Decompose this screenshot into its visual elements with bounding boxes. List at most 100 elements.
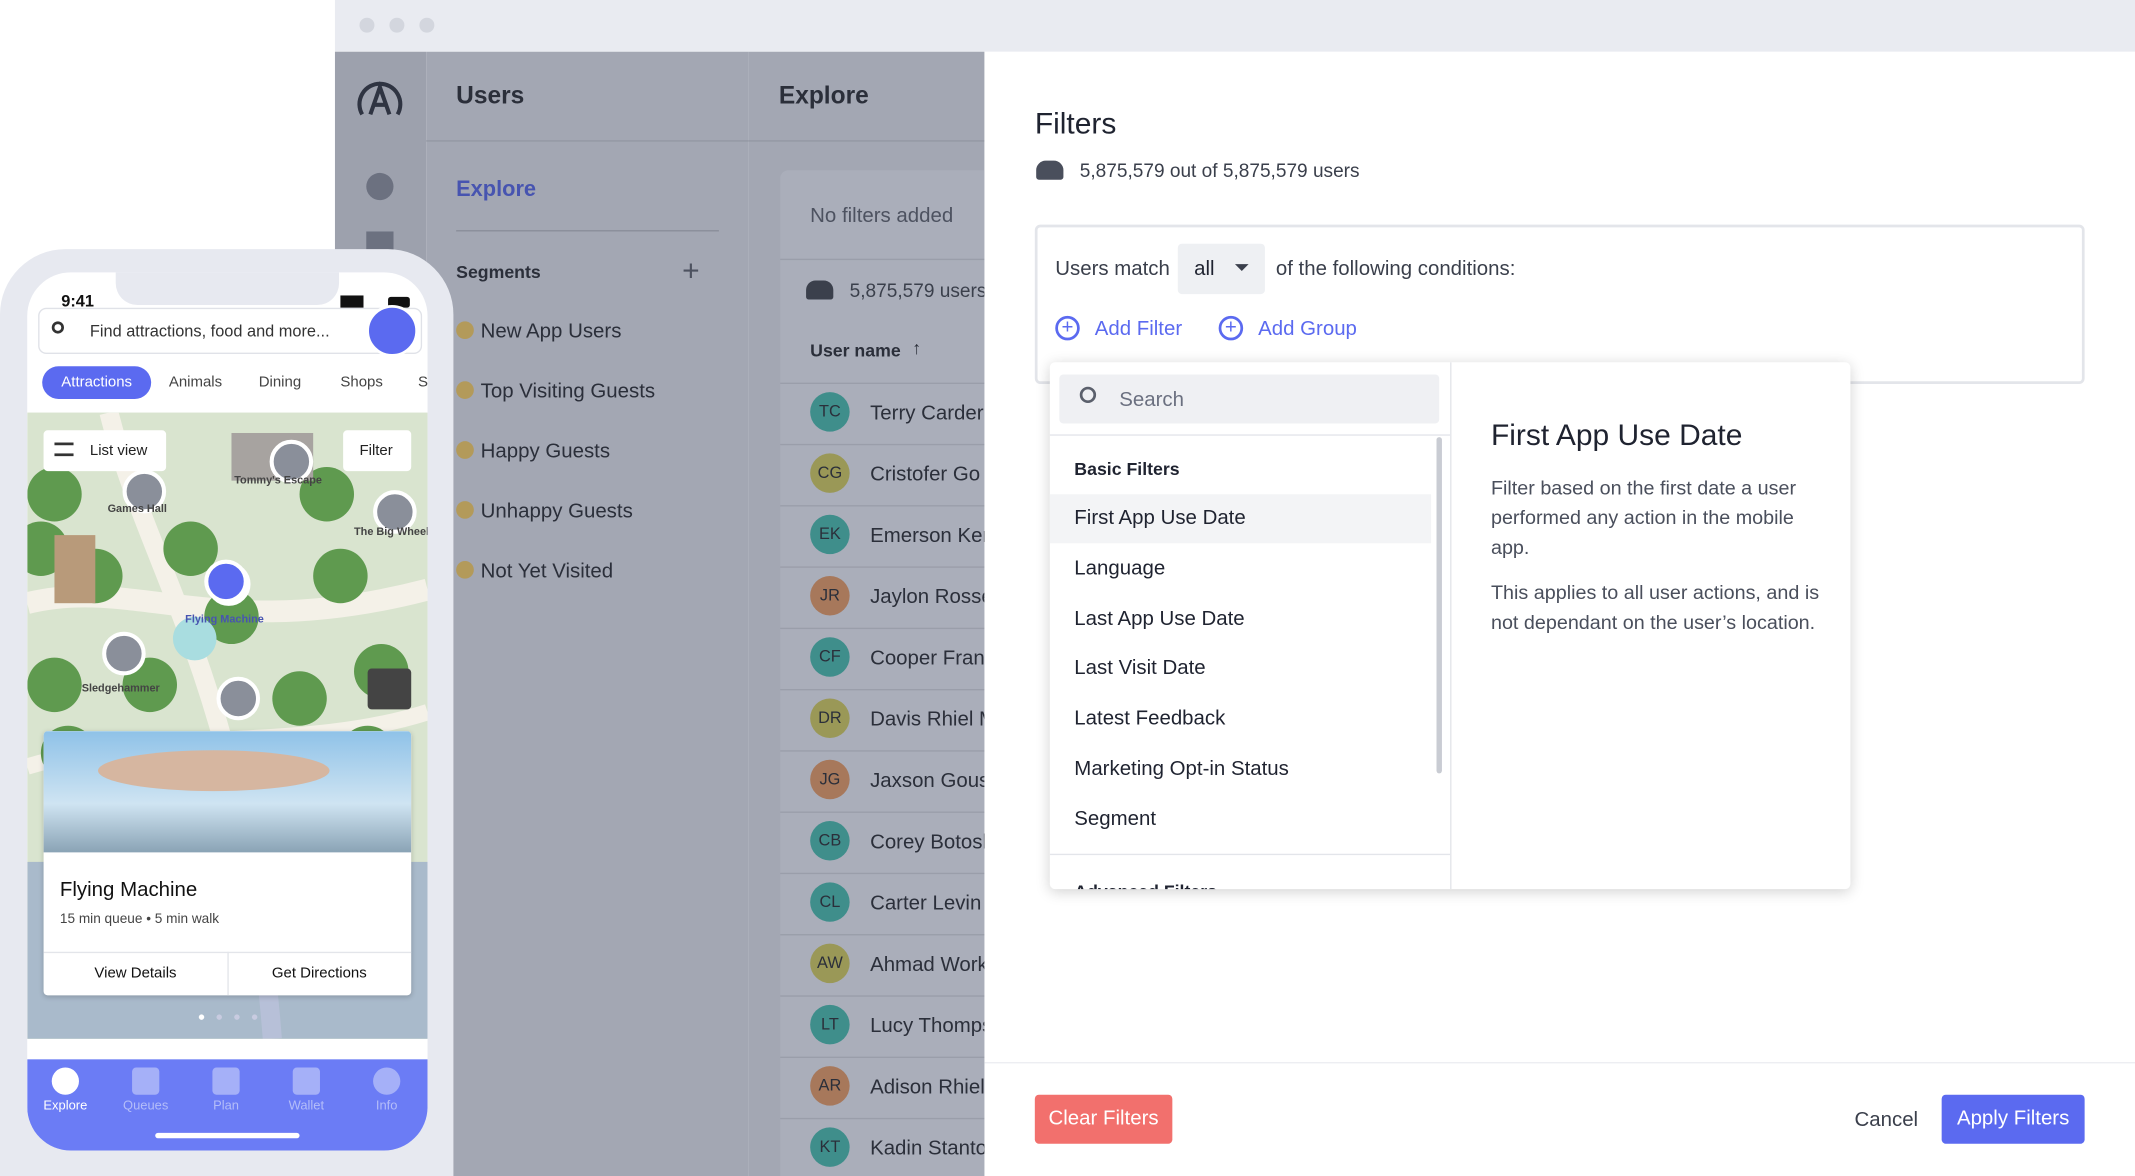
divider bbox=[456, 230, 719, 232]
nav-label[interactable]: Info bbox=[375, 1098, 398, 1114]
sidebar-active[interactable]: Explore bbox=[456, 178, 537, 202]
window-titlebar bbox=[334, 0, 2135, 52]
filters-count: 5,875,579 out of 5,875,579 users bbox=[1079, 159, 1360, 182]
filter-item[interactable]: Last App Use Date bbox=[1074, 606, 1245, 630]
segment-icon bbox=[456, 441, 474, 459]
users-icon bbox=[806, 280, 834, 300]
avatar: AW bbox=[810, 943, 850, 984]
segment-icon bbox=[456, 321, 474, 340]
avatar: AR bbox=[810, 1066, 850, 1106]
avatar: CL bbox=[810, 882, 850, 922]
detail-text: Filter based on the first date a user pe… bbox=[1490, 477, 1797, 560]
row-divider bbox=[780, 934, 985, 936]
avatar: JR bbox=[810, 575, 850, 616]
header-divider bbox=[426, 140, 749, 142]
page-dot bbox=[198, 1014, 205, 1020]
map-pin[interactable] bbox=[122, 469, 167, 514]
segments-title: Segments bbox=[456, 261, 541, 282]
avatar: CG bbox=[810, 453, 850, 493]
nav-icon bbox=[212, 1067, 240, 1095]
nav-icon[interactable] bbox=[366, 172, 394, 201]
segment-item[interactable]: Happy Guests bbox=[480, 439, 611, 463]
home-indicator bbox=[155, 1132, 300, 1139]
segment-icon bbox=[456, 560, 474, 579]
notch bbox=[115, 272, 340, 306]
row-divider bbox=[780, 505, 985, 507]
add-icon: + bbox=[1055, 315, 1080, 341]
filters-panel: Filters 5,875,579 out of 5,875,579 users U… bbox=[984, 51, 2135, 1176]
map-pin[interactable] bbox=[102, 631, 146, 676]
category-tab[interactable]: Dining bbox=[258, 374, 302, 391]
apply-button[interactable]: Apply Filters bbox=[1941, 1094, 2085, 1144]
nav-label[interactable]: Explore bbox=[43, 1098, 88, 1114]
card-action[interactable]: View Details bbox=[94, 965, 177, 982]
section-title: Advanced Filters bbox=[1074, 881, 1217, 889]
detail-text: This applies to all user actions, and is… bbox=[1490, 582, 1820, 635]
explore-title: Explore bbox=[778, 81, 869, 109]
category-tab[interactable]: S bbox=[418, 374, 428, 391]
filter-item[interactable]: Last Visit Date bbox=[1074, 656, 1206, 680]
add-button[interactable]: Add Filter bbox=[1094, 317, 1183, 341]
cancel-button[interactable]: Cancel bbox=[1854, 1108, 1919, 1132]
segment-item[interactable]: Unhappy Guests bbox=[480, 499, 633, 523]
category-tab[interactable]: Shops bbox=[340, 374, 383, 391]
card-action[interactable]: Get Directions bbox=[271, 965, 367, 982]
panel-divider bbox=[1450, 362, 1452, 890]
logo-button[interactable] bbox=[366, 305, 419, 357]
filter-item[interactable]: Marketing Opt-in Status bbox=[1074, 757, 1289, 781]
divider bbox=[780, 258, 985, 261]
segment-icon bbox=[456, 381, 474, 399]
search-box[interactable] bbox=[1059, 374, 1440, 424]
filter-item[interactable]: Language bbox=[1074, 556, 1166, 580]
locate-button[interactable] bbox=[367, 668, 412, 710]
filter-button[interactable] bbox=[343, 430, 412, 472]
user-name: Cristofer Go bbox=[870, 462, 981, 487]
map-pin[interactable] bbox=[269, 439, 314, 484]
avatar: CB bbox=[810, 821, 850, 861]
filters-title: Filters bbox=[1034, 106, 1117, 141]
avatar: KT bbox=[810, 1127, 850, 1167]
search-icon bbox=[51, 321, 64, 334]
category-tab[interactable]: Animals bbox=[168, 374, 223, 391]
explore-pane: Explore No filters added 5,875,579 users Us… bbox=[748, 51, 985, 1176]
status-time: 9:41 bbox=[61, 291, 94, 311]
segment-item[interactable]: New App Users bbox=[480, 319, 622, 344]
nav-icon bbox=[132, 1067, 160, 1095]
map-label: The Big Wheel bbox=[354, 525, 428, 538]
clear-button[interactable]: Clear Filters bbox=[1034, 1094, 1173, 1144]
avatar: TC bbox=[810, 392, 850, 432]
map-pin[interactable] bbox=[373, 490, 417, 534]
user-count: 5,875,579 users bbox=[849, 279, 985, 301]
column-header: User name bbox=[810, 340, 901, 361]
filter-item[interactable]: First App Use Date bbox=[1074, 506, 1246, 530]
map-pin-selected[interactable] bbox=[204, 559, 248, 604]
nav-label[interactable]: Wallet bbox=[288, 1098, 325, 1114]
category-tab[interactable]: Attractions bbox=[42, 366, 152, 399]
segment-item[interactable]: Not Yet Visited bbox=[480, 559, 614, 583]
user-name: Jaylon Rosse bbox=[870, 585, 985, 609]
avatar: LT bbox=[810, 1004, 850, 1045]
row-divider bbox=[780, 995, 985, 997]
nav-icon bbox=[292, 1067, 320, 1095]
nav-label[interactable]: Plan bbox=[213, 1098, 239, 1114]
item-highlight bbox=[1049, 494, 1432, 544]
nav-icon[interactable] bbox=[366, 231, 394, 254]
filter-item[interactable]: Latest Feedback bbox=[1074, 706, 1226, 731]
row-divider bbox=[780, 750, 985, 752]
add-button[interactable]: Add Group bbox=[1258, 317, 1357, 341]
map-label: Sledgehammer bbox=[81, 682, 160, 695]
nav-label[interactable]: Queues bbox=[123, 1098, 169, 1114]
map-pin[interactable] bbox=[216, 676, 261, 721]
filter-item[interactable]: Segment bbox=[1074, 807, 1157, 831]
user-name: Cooper Fran bbox=[870, 646, 985, 670]
list-view-button[interactable] bbox=[43, 430, 167, 472]
segment-item[interactable]: Top Visiting Guests bbox=[480, 379, 656, 404]
add-segment: + bbox=[682, 253, 700, 288]
search-placeholder: Find attractions, food and more... bbox=[89, 321, 330, 341]
match-select[interactable] bbox=[1177, 243, 1265, 295]
match-value: all bbox=[1194, 257, 1215, 281]
search-bar[interactable] bbox=[38, 307, 423, 355]
footer-divider bbox=[984, 1062, 2135, 1064]
avatar: CF bbox=[810, 637, 850, 677]
